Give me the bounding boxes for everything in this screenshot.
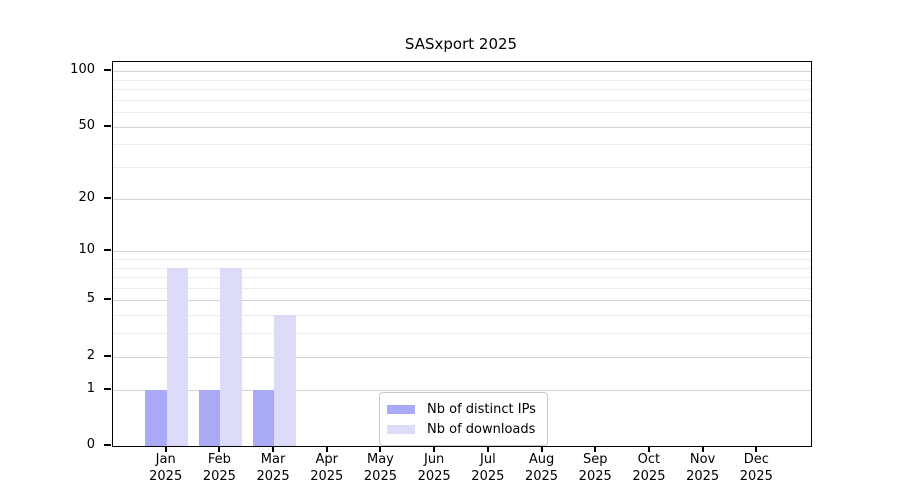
y-tick-mark: [104, 354, 111, 357]
x-tick-label-line: Nov: [689, 452, 716, 467]
y-gridline-minor: [113, 287, 811, 289]
y-tick-mark: [104, 387, 111, 390]
x-tick-label-line: Dec: [743, 452, 769, 467]
y-gridline-major: [113, 198, 811, 200]
y-tick-label: 5: [86, 291, 95, 307]
y-gridline-major: [113, 251, 811, 253]
x-tick-label-line: 2025: [524, 469, 559, 484]
bar-distinct-ips: [145, 389, 167, 446]
y-tick-label: 20: [78, 189, 95, 205]
x-tick-label-line: 2025: [739, 469, 773, 484]
x-tick-mark: [594, 446, 597, 452]
y-gridline-major: [113, 300, 811, 302]
x-tick-mark: [164, 446, 167, 452]
x-tick-label-line: May: [367, 452, 394, 467]
y-gridline-minor: [113, 79, 811, 81]
x-tick-mark: [540, 446, 543, 452]
x-tick-label: Jun 2025: [404, 451, 464, 485]
x-tick-mark: [755, 446, 758, 452]
y-gridline-minor: [113, 315, 811, 317]
x-tick-label-line: Sep: [582, 452, 608, 467]
legend-swatch: [387, 404, 415, 414]
x-tick-label: May 2025: [350, 451, 410, 485]
legend-swatch: [387, 424, 415, 434]
x-tick-mark: [272, 446, 275, 452]
y-gridline-minor: [113, 89, 811, 91]
x-tick-label-line: Jan: [155, 452, 176, 467]
y-tick-label: 1: [86, 380, 95, 396]
x-tick-mark: [218, 446, 221, 452]
y-gridline-minor: [113, 99, 811, 101]
y-tick-label: 2: [86, 347, 95, 363]
y-tick-label: 10: [78, 242, 95, 258]
y-gridline-major: [113, 389, 811, 391]
y-tick-label: 0: [86, 437, 95, 452]
y-gridline-major: [113, 356, 811, 358]
x-tick-label-line: Oct: [637, 452, 661, 467]
x-tick-label: Sep 2025: [565, 451, 625, 485]
x-tick-label-line: 2025: [578, 469, 612, 484]
y-tick-mark: [104, 444, 111, 446]
y-tick-label: 100: [70, 62, 95, 78]
x-tick-label-line: 2025: [202, 469, 236, 484]
y-gridline-minor: [113, 267, 811, 269]
x-tick-label-line: 2025: [256, 469, 290, 484]
x-tick-label-line: Aug: [528, 452, 555, 467]
plot-area: [112, 61, 812, 447]
x-tick-label: Dec 2025: [726, 451, 786, 485]
x-tick-mark: [486, 446, 489, 452]
y-tick-label: 50: [78, 117, 95, 133]
x-tick-label: Feb 2025: [189, 451, 249, 485]
x-tick-label-line: Jul: [480, 452, 496, 467]
bar-downloads: [166, 267, 189, 446]
x-tick-label-line: Feb: [207, 452, 231, 467]
x-tick-mark: [701, 446, 704, 452]
y-gridline-minor: [113, 277, 811, 279]
x-tick-label: Apr 2025: [297, 451, 357, 485]
y-gridline-minor: [113, 167, 811, 169]
legend: Nb of distinct IPs Nb of downloads: [379, 392, 548, 446]
x-tick-mark: [433, 446, 436, 452]
x-tick-label: Mar 2025: [243, 451, 303, 485]
x-tick-label-line: Jun: [423, 452, 445, 467]
x-tick-label-line: 2025: [310, 469, 344, 484]
x-tick-label: Aug 2025: [512, 451, 572, 485]
x-tick-label-line: 2025: [471, 469, 505, 484]
x-tick-label: Jan 2025: [136, 451, 196, 485]
x-tick-label-line: 2025: [149, 469, 183, 484]
bar-distinct-ips: [252, 389, 275, 446]
x-tick-label-line: Mar: [260, 452, 286, 467]
x-tick-label-line: 2025: [686, 469, 720, 484]
x-tick-label: Oct 2025: [619, 451, 679, 485]
y-gridline-major: [113, 71, 811, 73]
legend-label: Nb of distinct IPs: [427, 401, 536, 417]
x-tick-label-line: 2025: [632, 469, 666, 484]
x-tick-label: Nov 2025: [673, 451, 733, 485]
x-tick-label-line: 2025: [417, 469, 451, 484]
y-tick-mark: [104, 196, 111, 199]
x-tick-label: Jul 2025: [458, 451, 518, 485]
y-tick-mark: [104, 298, 111, 301]
bar-downloads: [274, 315, 296, 446]
y-gridline-minor: [113, 112, 811, 114]
x-tick-mark: [379, 446, 382, 452]
y-gridline-minor: [113, 144, 811, 146]
bar-downloads: [220, 267, 242, 446]
legend-label: Nb of downloads: [427, 421, 536, 437]
x-tick-mark: [325, 446, 328, 452]
y-tick-mark: [104, 249, 111, 252]
x-tick-label-line: Apr: [315, 452, 339, 467]
bar-distinct-ips: [198, 389, 221, 446]
x-tick-mark: [647, 446, 650, 452]
y-tick-mark: [104, 124, 111, 127]
legend-row: Nb of downloads: [387, 420, 536, 438]
legend-row: Nb of distinct IPs: [387, 400, 536, 418]
y-tick-mark: [104, 69, 111, 72]
chart-title: SASxport 2025: [404, 35, 518, 53]
y-gridline-minor: [113, 333, 811, 335]
y-gridline-minor: [113, 258, 811, 260]
y-gridline-major: [113, 126, 811, 128]
x-tick-label-line: 2025: [363, 469, 397, 484]
